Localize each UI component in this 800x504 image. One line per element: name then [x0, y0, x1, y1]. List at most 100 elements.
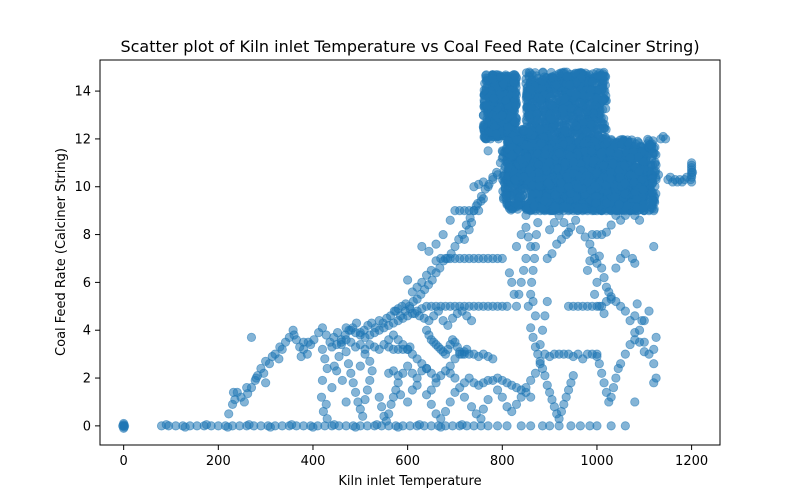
scatter-point: [647, 187, 657, 197]
points-layer: [118, 67, 698, 433]
scatter-point: [435, 263, 445, 273]
scatter-point: [431, 239, 441, 249]
scatter-point: [478, 177, 488, 187]
scatter-point: [526, 375, 536, 386]
scatter-point: [516, 154, 526, 165]
scatter-point: [516, 277, 526, 287]
scatter-point: [504, 268, 514, 278]
scatter-point: [634, 166, 644, 176]
scatter-point: [554, 148, 565, 158]
scatter-point: [620, 421, 630, 431]
scatter-point: [535, 124, 545, 134]
scatter-point: [586, 119, 596, 130]
scatter-point: [615, 172, 625, 183]
scatter-point: [575, 107, 585, 117]
scatter-point: [483, 146, 493, 156]
scatter-point: [161, 420, 171, 430]
scatter-point: [622, 201, 632, 211]
scatter-point: [510, 71, 520, 81]
scatter-point: [639, 157, 649, 167]
scatter-point: [629, 177, 639, 187]
scatter-point: [620, 249, 630, 259]
scatter-point: [450, 241, 460, 252]
scatter-point: [528, 265, 538, 276]
scatter-point: [350, 387, 361, 397]
axes-frame: [99, 59, 721, 446]
scatter-point: [687, 167, 698, 177]
scatter-point: [320, 354, 330, 364]
scatter-point: [550, 201, 560, 212]
scatter-point: [261, 356, 271, 366]
scatter-point: [559, 94, 569, 104]
scatter-point: [265, 422, 275, 432]
scatter-point: [498, 79, 509, 89]
scatter-point: [483, 394, 493, 405]
scatter-point: [502, 301, 512, 311]
scatter-point: [445, 368, 455, 378]
scatter-point: [565, 188, 575, 199]
scatter-point: [462, 344, 472, 354]
scatter-point: [536, 95, 546, 105]
scatter-point: [403, 361, 413, 371]
scatter-point: [527, 190, 537, 200]
scatter-point: [440, 406, 451, 417]
scatter-point: [521, 222, 531, 232]
y-tick-label: 6: [83, 276, 91, 291]
scatter-point: [591, 168, 602, 178]
scatter-point: [372, 420, 382, 430]
scatter-point: [625, 152, 635, 163]
scatter-point: [608, 383, 619, 393]
scatter-point: [528, 296, 538, 307]
x-axis-label: Kiln inlet Temperature: [338, 474, 481, 489]
scatter-point: [274, 354, 284, 364]
scatter-point: [426, 265, 436, 276]
scatter-point: [599, 273, 609, 283]
scatter-point: [598, 83, 608, 94]
scatter-point: [491, 129, 501, 139]
scatter-point: [384, 409, 394, 419]
scatter-point: [521, 253, 531, 264]
scatter-point: [649, 378, 659, 388]
scatter-point: [398, 368, 408, 378]
scatter-point: [571, 215, 581, 225]
scatter-point: [316, 392, 327, 402]
scatter-point: [597, 263, 607, 273]
scatter-point: [539, 196, 549, 206]
scatter-point: [511, 90, 521, 100]
scatter-point: [358, 411, 368, 421]
y-tick-label: 4: [83, 324, 91, 339]
scatter-point: [599, 378, 609, 388]
scatter-point: [478, 110, 489, 121]
scatter-point: [559, 218, 569, 228]
scatter-point: [244, 420, 254, 430]
scatter-point: [592, 349, 602, 359]
scatter-point: [620, 349, 630, 359]
scatter-point: [521, 68, 532, 78]
scatter-point: [562, 72, 572, 82]
scatter-point: [600, 71, 610, 81]
scatter-point: [329, 361, 339, 371]
scatter-point: [259, 368, 269, 378]
y-tick-label: 8: [83, 228, 91, 243]
scatter-point: [507, 150, 517, 160]
scatter-point: [521, 205, 532, 215]
scatter-point: [350, 422, 361, 432]
scatter-point: [511, 241, 522, 252]
scatter-point: [511, 399, 522, 409]
scatter-point: [592, 277, 602, 287]
scatter-point: [632, 299, 642, 309]
scatter-point: [597, 368, 607, 378]
scatter-point: [459, 392, 470, 402]
scatter-point: [544, 157, 554, 167]
scatter-point: [327, 383, 337, 393]
scatter-point: [602, 198, 612, 208]
scatter-point: [510, 175, 520, 185]
scatter-point: [651, 332, 661, 342]
scatter-point: [459, 234, 470, 244]
scatter-point: [501, 190, 512, 201]
scatter-point: [497, 253, 507, 264]
scatter-point: [560, 158, 570, 168]
scatter-point: [549, 218, 559, 228]
scatter-point: [322, 414, 332, 424]
